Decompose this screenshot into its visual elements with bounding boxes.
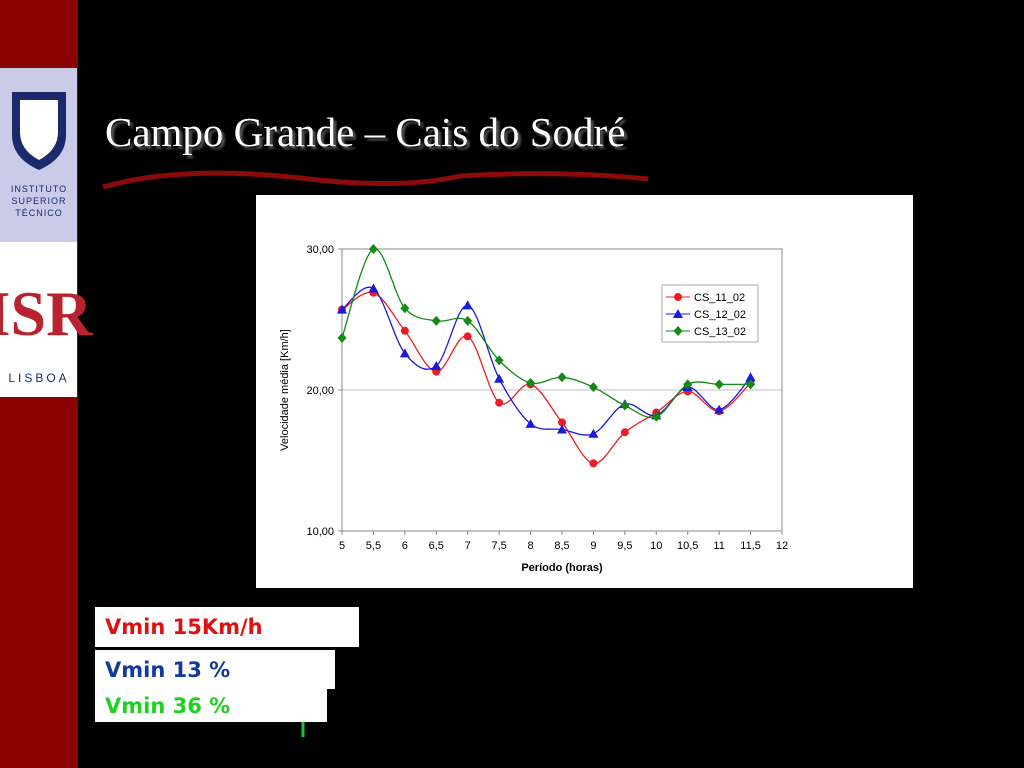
legend-label: CS_13_02: [694, 326, 746, 338]
x-tick-label: 5,5: [366, 540, 381, 552]
marker: [463, 315, 473, 326]
x-tick-label: 8,5: [554, 540, 569, 552]
title-underline: [102, 170, 649, 190]
legend-label: CS_11_02: [694, 292, 745, 304]
marker: [494, 373, 505, 383]
x-tick-label: 6: [402, 540, 408, 552]
marker: [674, 293, 682, 301]
x-tick-label: 9: [590, 540, 596, 552]
marker: [588, 428, 599, 438]
marker: [463, 332, 472, 341]
ist-shield-inner: [20, 100, 58, 160]
x-tick-label: 5: [339, 540, 345, 552]
x-tick-label: 7,5: [491, 540, 506, 552]
isr-logo-box: [0, 242, 77, 397]
y-tick-label: 30,00: [306, 244, 334, 256]
x-tick-label: 7: [465, 540, 471, 552]
x-tick-label: 6,5: [429, 540, 444, 552]
marker: [714, 379, 724, 390]
marker: [400, 326, 409, 335]
x-tick-label: 8: [528, 540, 534, 552]
marker: [431, 361, 442, 371]
y-axis-label: Velocidade média [Km/h]: [279, 329, 291, 451]
marker: [495, 398, 504, 407]
marker: [557, 372, 567, 383]
x-tick-label: 11,5: [740, 540, 761, 552]
marker: [714, 404, 725, 414]
marker: [673, 309, 683, 318]
isr-city: LISBOA: [8, 371, 69, 385]
marker: [620, 400, 630, 411]
marker: [746, 379, 756, 390]
legend-label: CS_12_02: [694, 309, 746, 321]
marker: [400, 303, 410, 314]
marker: [588, 382, 598, 393]
marker: [368, 283, 379, 293]
marker: [337, 332, 347, 343]
x-tick-label: 9,5: [617, 540, 632, 552]
y-tick-label: 10,00: [306, 526, 334, 538]
marker: [589, 459, 598, 468]
marker: [620, 428, 629, 437]
slide-title: Campo Grande – Cais do Sodré: [105, 109, 626, 155]
marker: [651, 411, 661, 422]
marker: [337, 304, 347, 314]
ist-text: TÉCNICO: [15, 208, 63, 218]
ist-text: INSTITUTO: [11, 184, 67, 194]
marker: [673, 326, 683, 336]
marker: [558, 418, 566, 427]
note: Vmin 13 %: [95, 650, 335, 689]
chart: 10,00 20,00 30,00 5 5,5 6 6,5 7 7,5 8 8,5 9 9,5 10 10,…: [256, 195, 913, 588]
marker: [431, 315, 441, 326]
x-axis-label: Período (horas): [521, 562, 603, 574]
marker: [399, 348, 410, 358]
marker: [557, 424, 567, 434]
ist-text: SUPERIOR: [11, 196, 66, 206]
plot-frame: [341, 248, 783, 532]
y-tick-label: 20,00: [306, 385, 334, 397]
isr-logo: ISR: [0, 278, 93, 349]
marker: [462, 300, 473, 310]
marker: [525, 418, 536, 428]
x-tick-label: 12: [776, 540, 788, 552]
marker: [745, 372, 756, 382]
marker: [494, 355, 504, 366]
note: Vmin 36 %: [95, 689, 327, 722]
marker: [368, 244, 378, 254]
x-tick-label: 10: [650, 540, 662, 552]
marker: [526, 377, 536, 388]
x-tick-label: 11: [713, 540, 724, 552]
note: Vmin 15Km/h: [95, 607, 359, 647]
x-tick-label: 10,5: [677, 540, 698, 552]
marker: [683, 379, 693, 390]
